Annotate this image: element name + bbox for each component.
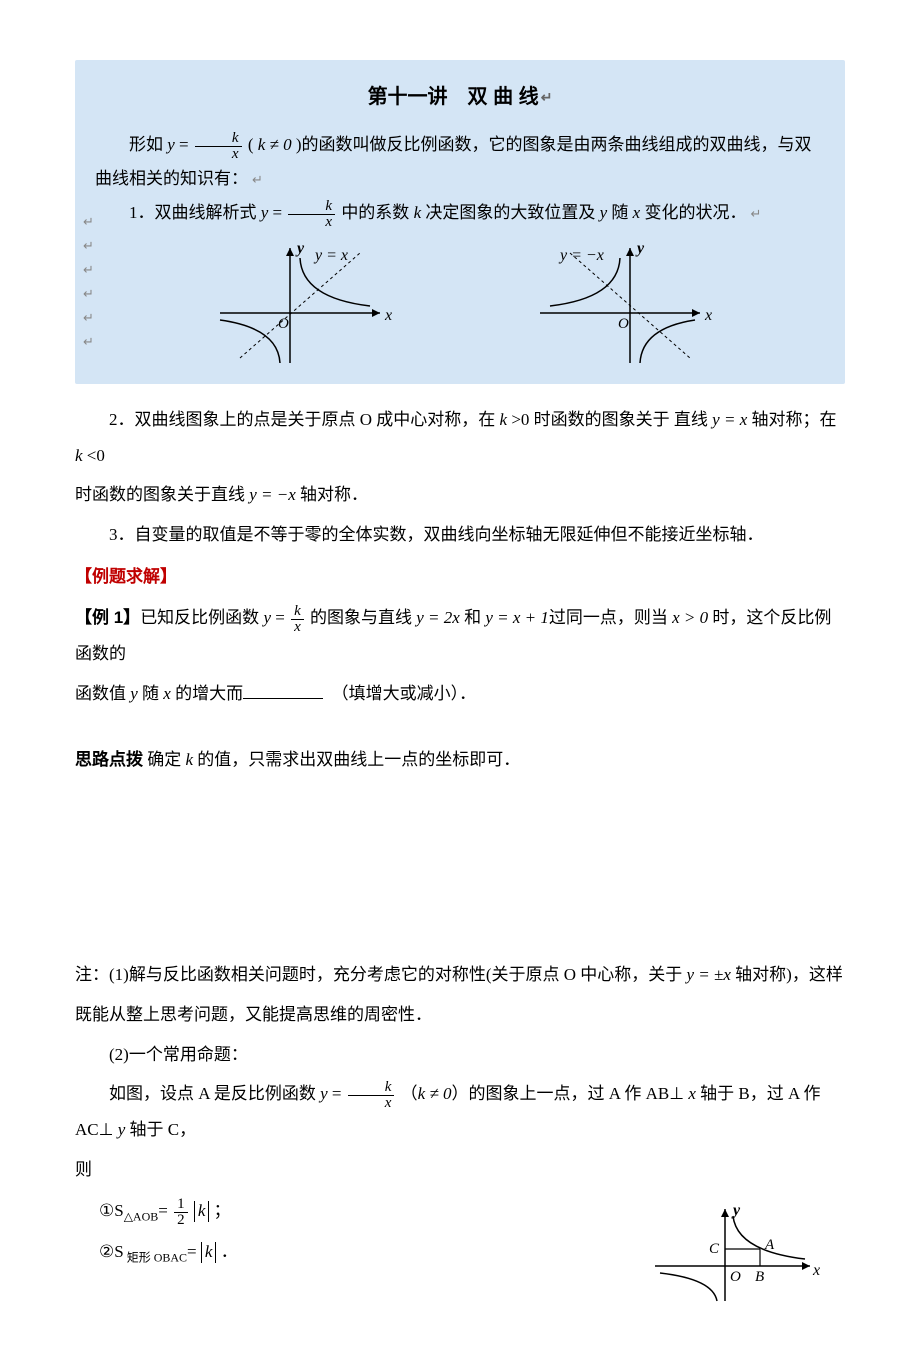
hyperbola-graphs: x y O y = x x y O y = −x (95, 238, 825, 368)
paragraph-mark-icon: ↵ (541, 89, 553, 105)
point-2-cont: 时函数的图象关于直线 y = −x 轴对称． (75, 477, 845, 513)
paragraph-mark-icon: ↵ (750, 206, 761, 221)
diagram-svg: A B C O x y (645, 1201, 825, 1311)
math-y: y (167, 135, 175, 154)
svg-text:O: O (730, 1269, 741, 1285)
note-1-cont: 既能从整上思考问题，又能提高思维的周密性． (75, 997, 845, 1033)
svg-text:y: y (731, 1202, 741, 1219)
svg-text:O: O (618, 316, 629, 332)
intro-para: 形如 y = kx ( k ≠ 0 )的函数叫做反比例函数，它的图象是由两条曲线… (95, 128, 825, 162)
svg-text:A: A (764, 1237, 775, 1253)
svg-text:y = −x: y = −x (558, 247, 604, 264)
svg-text:B: B (755, 1269, 764, 1285)
point-3: 3．自变量的取值是不等于零的全体实数，双曲线向坐标轴无限延伸但不能接近坐标轴． (75, 517, 845, 553)
svg-text:x: x (384, 307, 392, 324)
graph-k-negative: x y O y = −x (520, 238, 720, 368)
fraction-half: 12 (174, 1197, 188, 1228)
note-block: 注：(1)解与反比函数相关问题时，充分考虑它的对称性(关于原点 O 中心称，关于… (75, 957, 845, 1324)
svg-text:O: O (278, 316, 289, 332)
hint: 思路点拨 确定 k 的值，只需求出双曲线上一点的坐标即可． (75, 742, 845, 778)
diagram-area: A B C O x y (625, 1191, 845, 1324)
fraction-k-over-x: kx (348, 1080, 395, 1111)
paragraph-marks-column: ↵↵↵↵↵↵ (83, 210, 94, 354)
point-2: 2．双曲线图象上的点是关于原点 O 成中心对称，在 k >0 时函数的图象关于 … (75, 402, 845, 473)
svg-text:x: x (812, 1262, 820, 1279)
title-text: 第十一讲 双 曲 线 (368, 86, 539, 108)
formula-and-diagram: ①S△AOB= 12 k ； ②S 矩形 OBAC= k ． (75, 1191, 845, 1324)
math-y: y (261, 203, 269, 222)
formula-list: ①S△AOB= 12 k ； ②S 矩形 OBAC= k ． (99, 1191, 625, 1273)
fraction-k-over-x: kx (288, 199, 335, 230)
point-1: 1．双曲线解析式 y = kx 中的系数 k 决定图象的大致位置及 y 随 x … (95, 196, 825, 230)
note-2c: 则 (75, 1152, 845, 1188)
example-1-cont: 函数值 y 随 x 的增大而 （填增大或减小）． (75, 676, 845, 712)
svg-text:y: y (295, 240, 305, 257)
example-1: 【例 1】已知反比例函数 y = kx 的图象与直线 y = 2x 和 y = … (75, 600, 845, 671)
note-1: 注：(1)解与反比函数相关问题时，充分考虑它的对称性(关于原点 O 中心称，关于… (75, 957, 845, 993)
formula-1: ①S△AOB= 12 k ； (99, 1191, 625, 1232)
note-2b: 如图，设点 A 是反比例函数 y = kx （k ≠ 0）的图象上一点，过 A … (75, 1076, 845, 1147)
fraction-k-over-x: kx (291, 604, 304, 635)
svg-text:y = x: y = x (313, 247, 348, 264)
svg-text:C: C (709, 1241, 720, 1257)
header-box: 第十一讲 双 曲 线↵ 形如 y = kx ( k ≠ 0 )的函数叫做反比例函… (75, 60, 845, 384)
lesson-title: 第十一讲 双 曲 线↵ (95, 76, 825, 118)
svg-text:y: y (635, 240, 645, 257)
abs-k: k (194, 1201, 210, 1221)
graph-k-positive: x y O y = x (200, 238, 400, 368)
svg-text:x: x (704, 307, 712, 324)
fill-blank (243, 679, 323, 699)
formula-2: ②S 矩形 OBAC= k ． (99, 1232, 625, 1273)
section-header: 【例题求解】 (75, 559, 845, 595)
note-2: (2)一个常用命题： (75, 1037, 845, 1073)
fraction-k-over-x: kx (195, 131, 242, 162)
document-page: 第十一讲 双 曲 线↵ 形如 y = kx ( k ≠ 0 )的函数叫做反比例函… (0, 0, 920, 1364)
abs-k: k (201, 1242, 217, 1262)
intro-para-2: 曲线相关的知识有：↵ (95, 162, 825, 196)
paragraph-mark-icon: ↵ (252, 172, 263, 187)
